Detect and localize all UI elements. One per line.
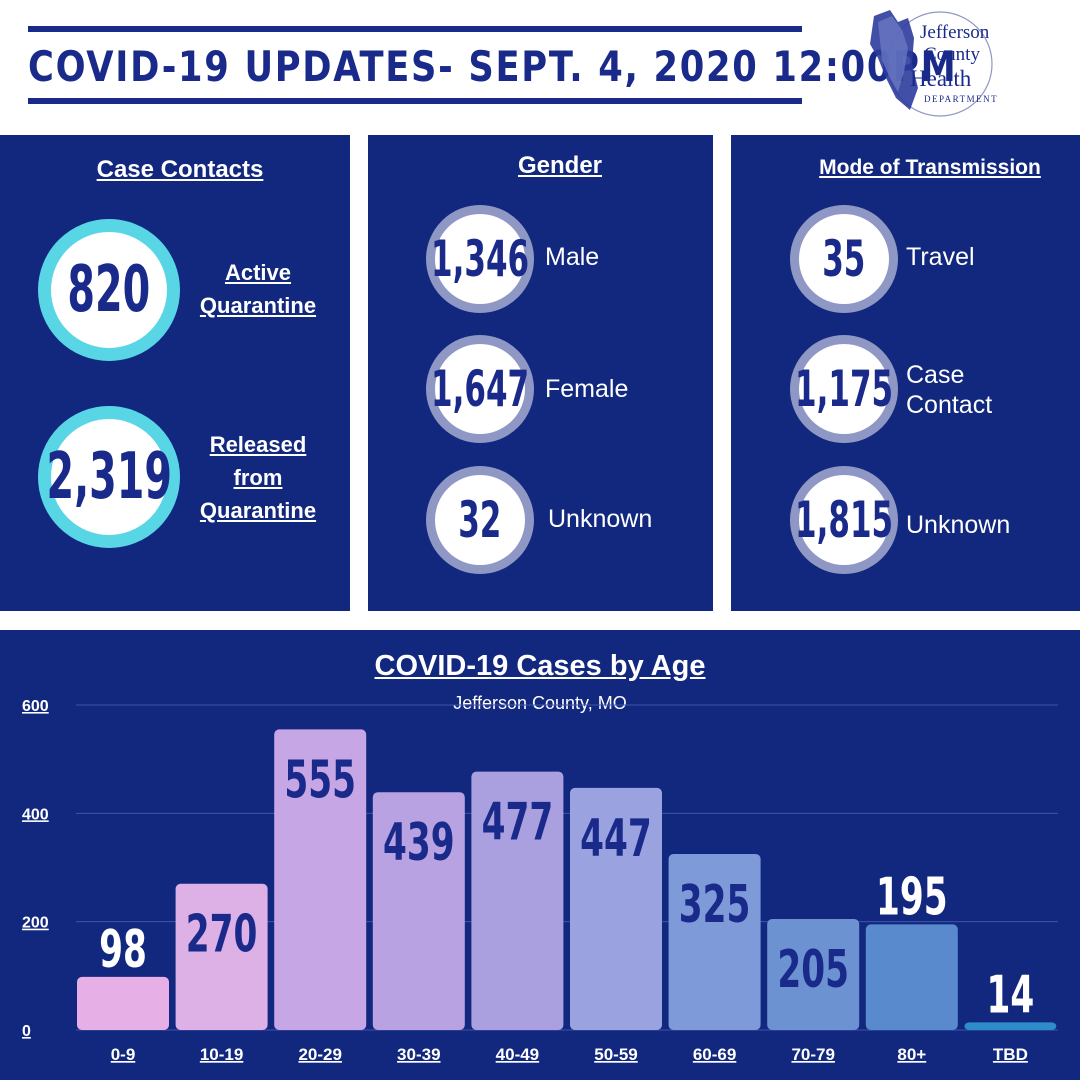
bar-30-39 xyxy=(372,792,465,1030)
data-label-0-9: 98 xyxy=(99,920,147,980)
transmission-travel-circle: 35 xyxy=(790,205,898,313)
case-contacts-title: Case Contacts xyxy=(96,156,264,183)
jefferson-county-health-logo: Jefferson County Health DEPARTMENT xyxy=(870,10,998,117)
transmission-title: Mode of Transmission xyxy=(819,156,1041,179)
chart-subtitle: Jefferson County, MO xyxy=(453,693,627,713)
active-quarantine-value: 820 xyxy=(67,253,151,327)
active-quarantine-label-line-1: Active xyxy=(224,260,292,285)
gender-title: Gender xyxy=(517,152,603,179)
age-bar-chart: 0 200 400 600 98 0-9 270 10-19 555 20-29 439 30… xyxy=(22,698,1058,1064)
released-quarantine-label-line-3: Quarantine xyxy=(199,498,317,523)
released-quarantine-circle: 2,319 xyxy=(38,406,180,548)
header-rule-bottom xyxy=(28,98,802,104)
y-tick-label: 600 xyxy=(22,698,49,715)
gender-male-circle: 1,346 xyxy=(426,205,534,313)
released-quarantine-label: Released from Quarantine xyxy=(183,428,333,527)
gender-female-circle: 1,647 xyxy=(426,335,534,443)
transmission-travel-value: 35 xyxy=(822,230,866,288)
active-quarantine-circle: 820 xyxy=(38,219,180,361)
x-tick-label-60-69: 60-69 xyxy=(693,1045,736,1064)
data-label-30-39: 439 xyxy=(383,813,455,873)
bar-TBD xyxy=(964,1022,1057,1030)
released-quarantine-label-line-2: from xyxy=(233,465,283,490)
bar-70-79 xyxy=(767,918,860,1030)
x-tick-label-10-19: 10-19 xyxy=(200,1045,243,1064)
gender-unknown-label: Unknown xyxy=(548,505,653,533)
data-label-60-69: 325 xyxy=(679,875,751,935)
data-label-10-19: 270 xyxy=(186,905,258,965)
data-label-TBD: 14 xyxy=(987,965,1035,1025)
logo-text-4: DEPARTMENT xyxy=(924,94,998,104)
header-rule-top xyxy=(28,26,802,32)
y-tick-label: 200 xyxy=(22,915,49,932)
transmission-case-contact-circle: 1,175 xyxy=(790,335,898,443)
gender-female-value: 1,647 xyxy=(430,360,530,418)
bar-60-69 xyxy=(668,853,761,1030)
transmission-unknown-circle: 1,815 xyxy=(790,466,898,574)
data-label-40-49: 477 xyxy=(482,792,554,852)
x-tick-label-20-29: 20-29 xyxy=(298,1045,341,1064)
gender-male-label: Male xyxy=(545,243,600,271)
bar-40-49 xyxy=(471,771,564,1030)
logo-text-1: Jefferson xyxy=(920,22,990,43)
transmission-unknown-label: Unknown xyxy=(906,510,1010,540)
transmission-case-contact-label: Case Contact xyxy=(906,360,992,420)
bar-20-29 xyxy=(274,729,367,1030)
gender-female-label: Female xyxy=(545,375,629,403)
data-label-20-29: 555 xyxy=(284,750,356,810)
released-quarantine-value: 2,319 xyxy=(46,440,172,514)
gender-unknown-circle: 32 xyxy=(426,466,534,574)
active-quarantine-label: Active Quarantine xyxy=(183,256,333,322)
transmission-unknown-label-line-1: Unknown xyxy=(906,511,1011,539)
data-label-70-79: 205 xyxy=(777,940,849,1000)
bar-50-59 xyxy=(570,787,662,1030)
gender-male-value: 1,346 xyxy=(430,230,530,288)
x-tick-label-80+: 80+ xyxy=(897,1045,926,1064)
logo-text-2: County xyxy=(924,44,980,65)
x-tick-label-70-79: 70-79 xyxy=(791,1045,834,1064)
gender-panel xyxy=(368,135,713,611)
data-label-80+: 195 xyxy=(876,867,948,927)
y-tick-label: 0 xyxy=(22,1023,31,1040)
x-tick-label-40-49: 40-49 xyxy=(496,1045,539,1064)
bar-10-19 xyxy=(175,883,268,1030)
bar-0-9 xyxy=(77,976,169,1030)
transmission-panel xyxy=(731,135,1080,611)
released-quarantine-label-line-1: Released xyxy=(209,432,307,457)
x-tick-label-50-59: 50-59 xyxy=(594,1045,637,1064)
transmission-travel-label: Travel xyxy=(906,242,975,272)
transmission-travel-label-line-1: Travel xyxy=(906,243,975,271)
transmission-case-contact-label-line-2: Contact xyxy=(906,391,993,419)
logo-text-3: Health xyxy=(910,66,972,91)
gender-unknown-value: 32 xyxy=(458,491,502,549)
x-tick-label-TBD: TBD xyxy=(993,1045,1028,1064)
x-tick-label-30-39: 30-39 xyxy=(397,1045,440,1064)
bar-80+ xyxy=(865,924,958,1030)
x-tick-label-0-9: 0-9 xyxy=(111,1045,136,1064)
active-quarantine-label-line-2: Quarantine xyxy=(199,293,317,318)
data-label-50-59: 447 xyxy=(580,809,652,869)
chart-title: COVID-19 Cases by Age xyxy=(374,650,706,682)
transmission-unknown-value: 1,815 xyxy=(794,491,894,549)
y-tick-label: 400 xyxy=(22,806,49,823)
transmission-case-contact-label-line-1: Case xyxy=(906,361,965,389)
case-contacts-panel xyxy=(0,135,350,611)
transmission-case-contact-value: 1,175 xyxy=(794,360,894,418)
page-title: COVID-19 UPDATES- SEPT. 4, 2020 12:00PM xyxy=(28,42,958,91)
